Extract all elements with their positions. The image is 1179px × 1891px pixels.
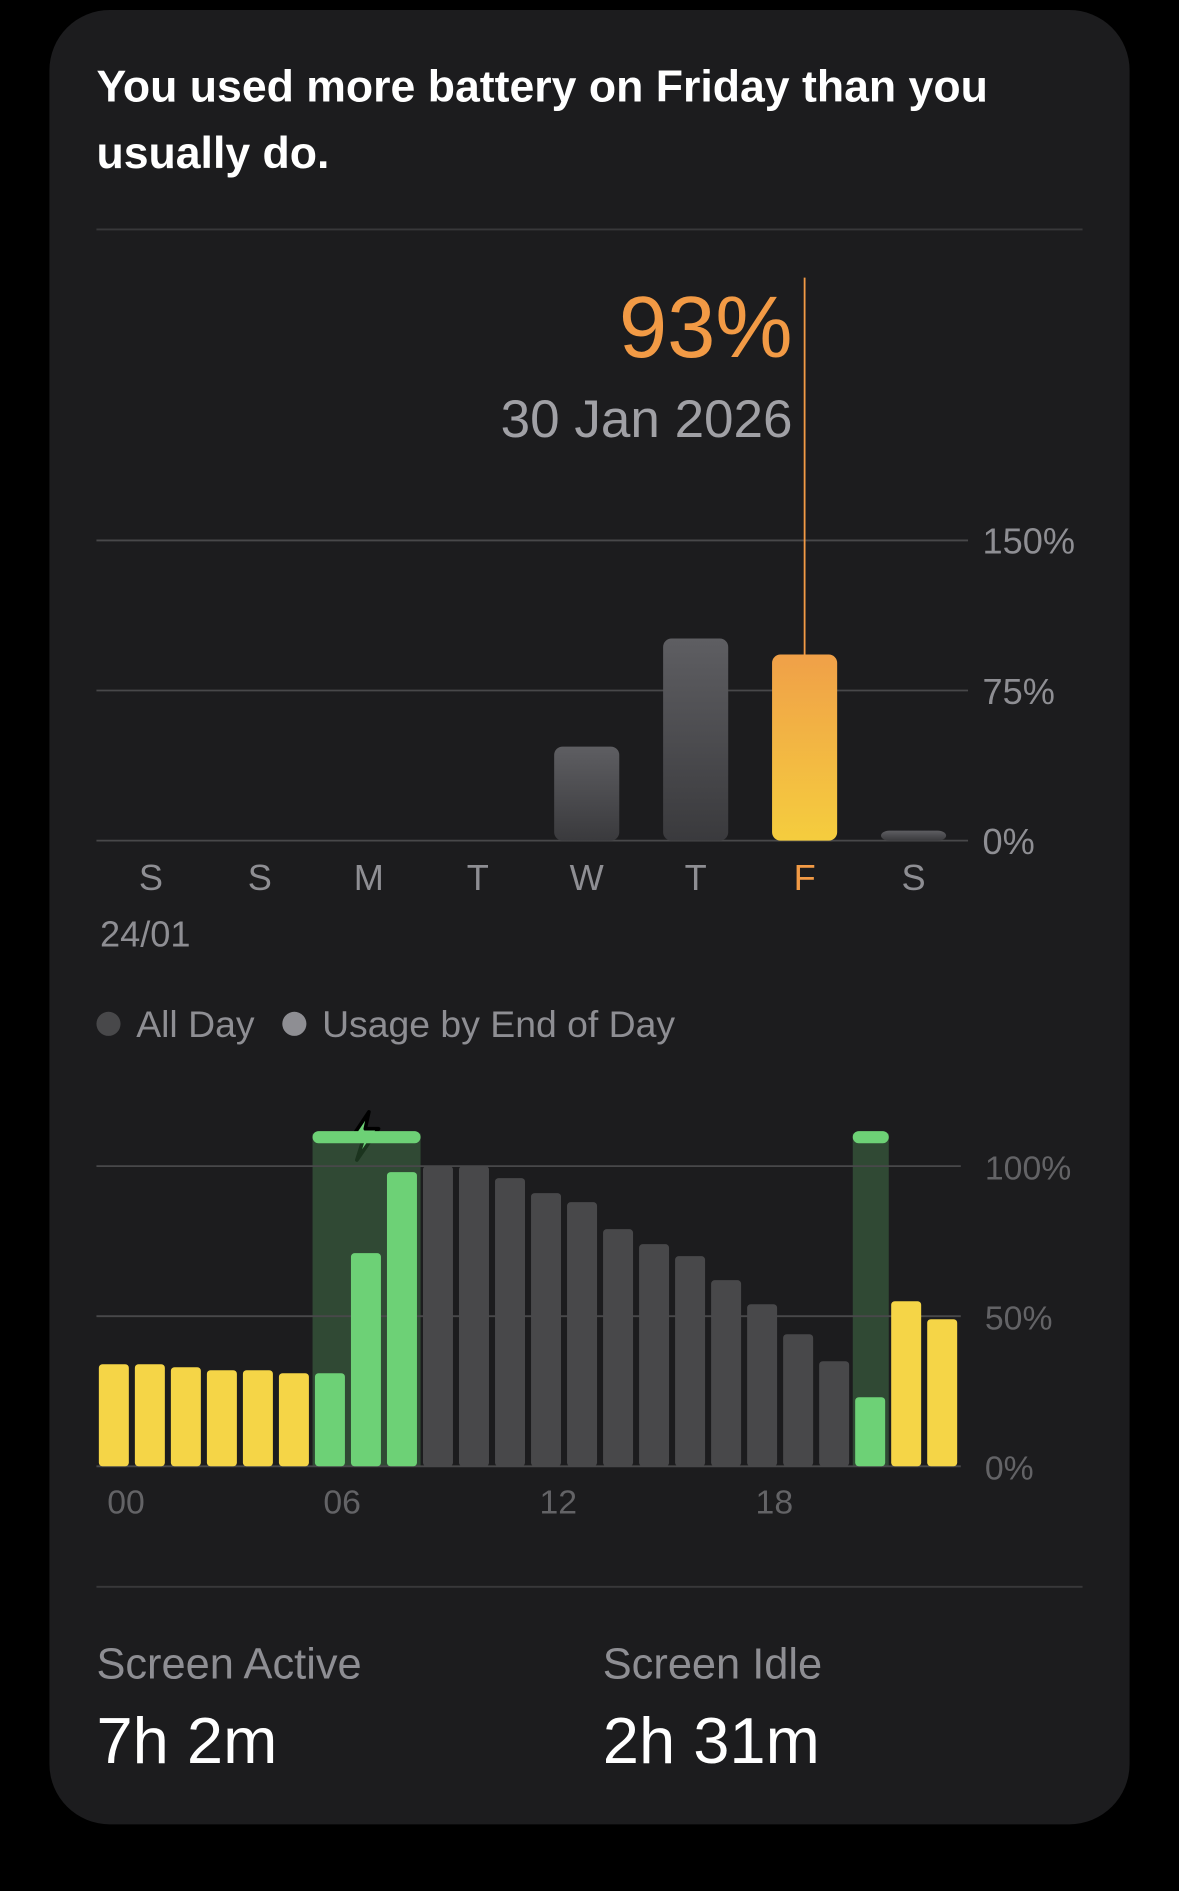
stat-label: Screen Active — [96, 1640, 361, 1688]
x-tick-label: 00 — [107, 1483, 145, 1521]
y-tick-label: 0% — [985, 1450, 1034, 1488]
stat-value: 7h 2m — [96, 1704, 277, 1777]
bar — [675, 1256, 706, 1467]
y-tick-label: 0% — [983, 821, 1035, 862]
x-tick-label: M — [354, 857, 384, 898]
bar — [278, 1373, 309, 1467]
x-tick-label: F — [794, 857, 816, 898]
bar — [554, 746, 620, 841]
legend-dot — [282, 1011, 307, 1036]
stats: Screen Active 7h 2m Screen Idle 2h 31m — [96, 1640, 822, 1776]
bar — [170, 1367, 201, 1467]
headline: You used more battery on Friday than you… — [96, 61, 988, 178]
bar — [531, 1193, 562, 1467]
bar — [459, 1166, 489, 1467]
bar — [350, 1253, 381, 1467]
bar — [422, 1166, 453, 1467]
x-tick-label: 18 — [756, 1483, 794, 1521]
bar — [927, 1319, 958, 1467]
stat-value: 2h 31m — [603, 1704, 820, 1777]
stat-label: Screen Idle — [603, 1640, 822, 1688]
x-tick-label: 06 — [323, 1483, 361, 1521]
card — [49, 10, 1130, 1825]
legend-label: Usage by End of Day — [322, 1003, 675, 1045]
bar — [855, 1397, 886, 1467]
bar — [891, 1301, 922, 1467]
x-tick-label: S — [248, 857, 272, 898]
bar — [567, 1202, 598, 1467]
bar — [386, 1172, 417, 1467]
bar — [98, 1364, 129, 1467]
bar — [747, 1304, 778, 1467]
headline-box: You used more battery on Friday than you… — [96, 61, 988, 178]
bar — [819, 1361, 850, 1467]
first-date: 24/01 — [100, 914, 190, 955]
charging-cap — [312, 1131, 421, 1144]
legend-dot — [96, 1011, 121, 1036]
bar — [711, 1280, 742, 1467]
bar — [495, 1178, 526, 1467]
x-tick-label: S — [139, 857, 163, 898]
charging-cap — [852, 1131, 889, 1144]
x-tick-label: 12 — [539, 1483, 577, 1521]
y-tick-label: 150% — [983, 521, 1075, 562]
y-tick-label: 75% — [983, 671, 1055, 712]
legend-label: All Day — [136, 1003, 255, 1045]
bar — [772, 654, 838, 841]
bar — [603, 1229, 634, 1467]
bar — [242, 1370, 273, 1467]
bar — [314, 1373, 345, 1467]
bar — [134, 1364, 165, 1467]
x-tick-label: S — [901, 857, 925, 898]
selected-value: 93% — [619, 279, 793, 376]
x-tick-label: T — [685, 857, 707, 898]
bar — [881, 830, 947, 841]
bar — [639, 1244, 670, 1467]
y-tick-label: 50% — [985, 1299, 1053, 1337]
bar — [206, 1370, 237, 1467]
selected-date: 30 Jan 2026 — [501, 390, 793, 449]
x-tick-label: T — [467, 857, 489, 898]
bar — [663, 638, 729, 841]
bar — [783, 1334, 814, 1467]
x-tick-label: W — [570, 857, 604, 898]
y-tick-label: 100% — [985, 1149, 1071, 1187]
